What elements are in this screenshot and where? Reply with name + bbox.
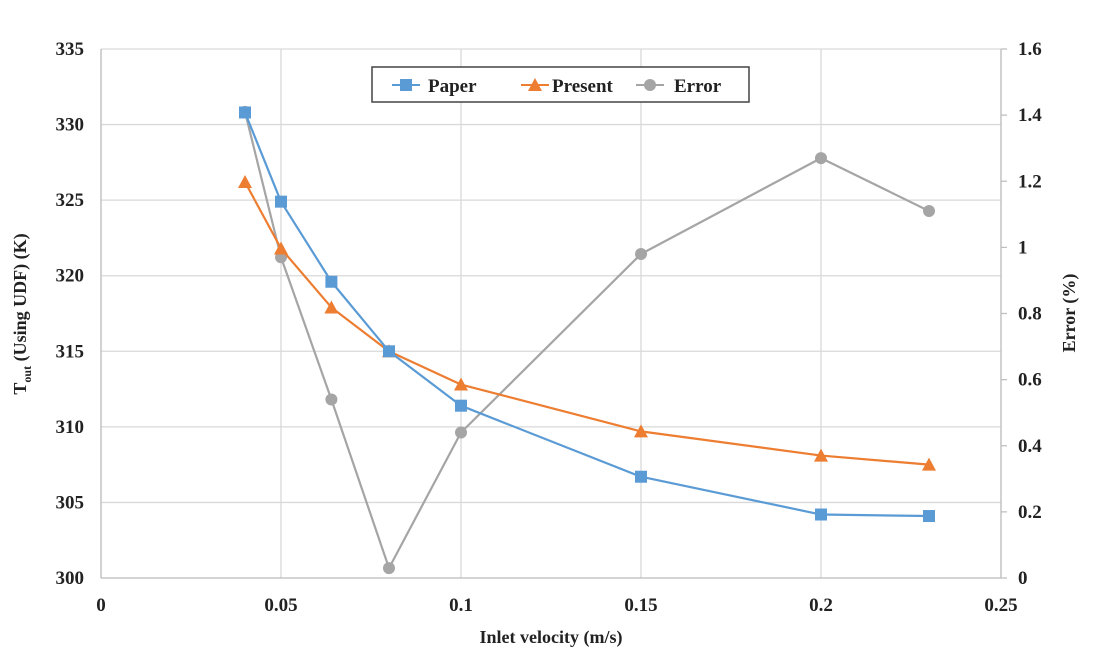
grid-lines [100, 48, 1002, 579]
legend-label-error: Error [674, 76, 722, 97]
x-tick-label: 0.15 [624, 595, 657, 616]
legend-label-paper: Paper [428, 76, 477, 97]
data-point-paper [239, 106, 251, 119]
y-left-tick-label: 325 [56, 190, 85, 211]
data-point-present [324, 300, 339, 314]
y-right-tick-label: 1.6 [1018, 39, 1042, 60]
data-point-paper [815, 508, 827, 521]
y-axis-left-label: Tout (Using UDF) (K) [10, 233, 34, 394]
series-line-paper [243, 112, 930, 518]
x-axis-label: Inlet velocity (m/s) [480, 627, 623, 648]
y-axis-left-label-rest: (Using UDF) (K) [10, 233, 31, 366]
legend-item-present: Present [521, 76, 614, 97]
y-right-tick-label: 0 [1018, 568, 1028, 589]
x-tick-label: 0 [96, 595, 106, 616]
data-point-error [455, 426, 467, 439]
x-tick-label: 0.05 [264, 595, 297, 616]
y-right-tick-label: 1 [1018, 237, 1028, 258]
legend-item-paper: Paper [392, 76, 477, 97]
y-right-tick-label: 0.2 [1018, 502, 1042, 523]
data-point-paper [635, 470, 647, 483]
y-axis-right-label: Error (%) [1059, 274, 1080, 353]
data-point-error [383, 562, 395, 575]
data-point-present [274, 241, 288, 255]
legend-item-error: Error [636, 76, 722, 97]
y-left-tick-label: 315 [56, 341, 85, 362]
data-point-present [454, 377, 468, 391]
series-layer [238, 105, 936, 575]
y-right-tick-label: 0.8 [1018, 304, 1042, 325]
axes [100, 48, 1007, 579]
y-left-tick-label: 305 [56, 492, 85, 513]
data-point-paper [383, 345, 395, 358]
y-right-tick-label: 1.2 [1018, 171, 1042, 192]
square-marker-icon [400, 79, 412, 91]
data-point-error [923, 205, 935, 218]
circle-marker-icon [644, 79, 656, 91]
series-line-error [243, 111, 930, 570]
data-point-paper [275, 195, 287, 208]
legend-box [371, 66, 750, 103]
y-right-tick-label: 1.4 [1018, 105, 1042, 126]
data-point-paper [923, 510, 935, 523]
tick-labels: 300 305 310 315 320 325 330 335 0 0.05 0.1 0.15 0.2 0… [56, 39, 1043, 616]
legend-label-present: Present [552, 76, 614, 97]
data-point-present [634, 424, 648, 438]
data-point-error [325, 393, 338, 406]
data-point-present [922, 457, 936, 471]
legend: Paper Present Error [371, 66, 750, 103]
data-point-paper [455, 399, 467, 412]
triangle-marker-icon [528, 78, 542, 91]
y-left-tick-label: 300 [56, 568, 85, 589]
data-point-paper [325, 275, 338, 288]
data-point-error [815, 152, 827, 165]
data-point-present [238, 175, 252, 189]
data-point-present [814, 448, 828, 462]
data-point-error [635, 247, 647, 260]
y-axis-left-label-main: T [10, 383, 30, 395]
y-left-tick-label: 335 [56, 39, 85, 60]
y-axis-left-label-sub: out [20, 366, 34, 383]
x-tick-label: 0.2 [809, 595, 833, 616]
y-right-tick-label: 0.6 [1018, 370, 1042, 391]
x-tick-label: 0.1 [449, 595, 473, 616]
y-left-tick-label: 330 [56, 115, 85, 136]
y-left-tick-label: 320 [56, 266, 85, 287]
y-right-tick-label: 0.4 [1018, 436, 1042, 457]
series-line-present [244, 181, 930, 466]
y-left-tick-label: 310 [56, 417, 85, 438]
x-tick-label: 0.25 [984, 595, 1017, 616]
